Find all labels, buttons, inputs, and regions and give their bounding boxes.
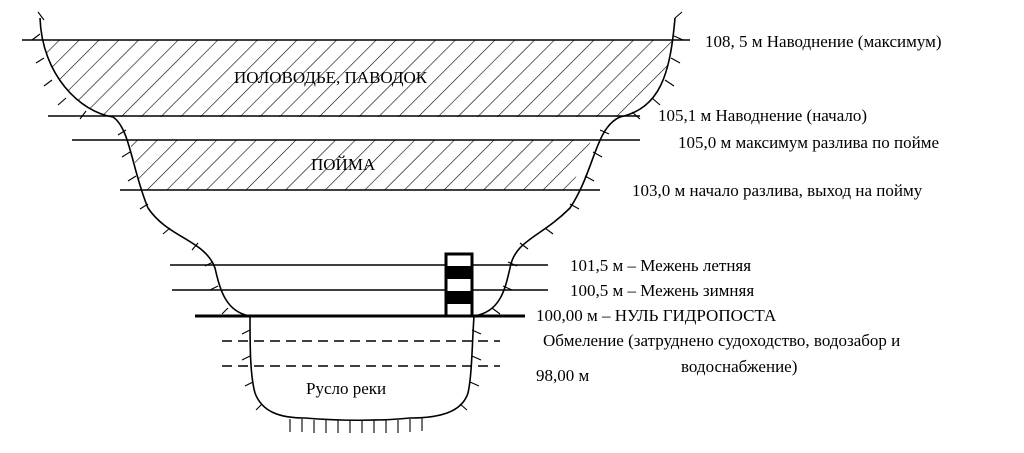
level-label-98-00: 98,00 м	[536, 366, 590, 385]
channel-label: Русло реки	[306, 379, 386, 398]
level-label-100-5: 100,5 м – Межень зимняя	[570, 281, 754, 300]
level-label-100-00: 100,00 м – НУЛЬ ГИДРОПОСТА	[536, 306, 777, 325]
level-label-105-0: 105,0 м максимум разлива по пойме	[678, 133, 939, 152]
level-label-101-5: 101,5 м – Межень летняя	[570, 256, 751, 275]
level-label-103-0: 103,0 м начало разлива, выход на пойму	[632, 181, 923, 200]
riverbed-bottom	[304, 417, 411, 422]
floodplain-zone-hatch	[113, 140, 610, 190]
level-label-shallowing-cont: водоснабжение)	[681, 357, 797, 376]
level-label-105-1: 105,1 м Наводнение (начало)	[658, 106, 867, 125]
floodplain-zone-label: ПОЙМА	[311, 155, 376, 174]
gauge-staff	[444, 252, 474, 318]
level-label-shallowing: Обмеление (затруднено судоходство, водоз…	[543, 331, 900, 350]
bank-right-profile	[409, 17, 676, 419]
level-label-108-5: 108, 5 м Наводнение (максимум)	[705, 32, 942, 51]
ground-hatching	[31, 11, 684, 433]
flood-zone-hatch	[40, 40, 675, 117]
flood-zone-label: ПОЛОВОДЬЕ, ПАВОДОК	[234, 68, 428, 87]
bank-left-profile	[39, 17, 306, 419]
